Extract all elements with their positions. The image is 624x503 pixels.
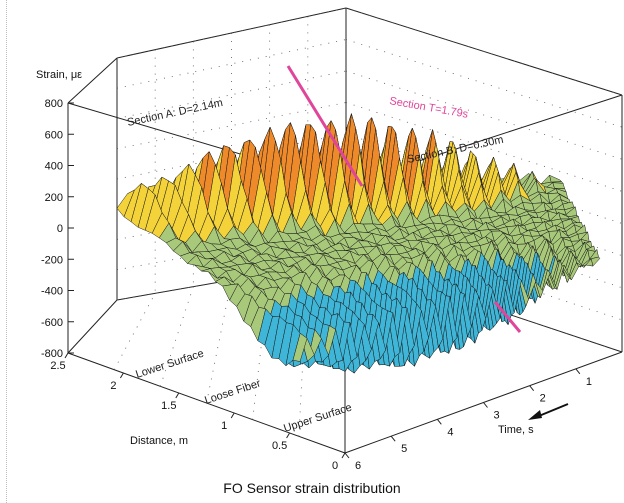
lower-surface-label: Lower Surface bbox=[134, 348, 205, 381]
x-tick-label: 6 bbox=[355, 460, 361, 472]
grid-line bbox=[345, 7, 623, 96]
y-tick-label: 1.5 bbox=[161, 400, 176, 412]
z-tick-label: -400 bbox=[41, 286, 63, 298]
x-tick bbox=[483, 402, 488, 408]
x-tick-label: 5 bbox=[401, 443, 407, 455]
surface-patch bbox=[552, 182, 565, 189]
x-tick bbox=[436, 419, 442, 425]
y-tick bbox=[286, 432, 291, 439]
figure-caption: FO Sensor strain distribution bbox=[223, 480, 401, 496]
grid-line bbox=[345, 102, 623, 192]
grid-line bbox=[116, 39, 347, 89]
y-tick-label: 2.5 bbox=[50, 360, 65, 372]
time-direction-arrow bbox=[528, 403, 569, 420]
x-axis-label: Time, s bbox=[498, 424, 534, 436]
x-tick bbox=[529, 385, 535, 391]
y-tick-label: 0 bbox=[332, 460, 338, 472]
y-tick-label: 2 bbox=[110, 380, 116, 392]
z-tick-label: 600 bbox=[45, 129, 63, 141]
loose-fiber-label: Loose Fiber bbox=[203, 377, 262, 406]
x-tick-label: 3 bbox=[494, 410, 500, 422]
upper-surface-label: Upper Surface bbox=[282, 402, 353, 435]
section-t-line bbox=[286, 65, 364, 187]
z-axis-label: Strain, με bbox=[36, 69, 82, 81]
figure-border bbox=[6, 0, 8, 503]
x-tick-label: 2 bbox=[540, 393, 546, 405]
grid-line bbox=[345, 39, 623, 128]
box-edge bbox=[67, 299, 118, 354]
z-tick-label: -600 bbox=[41, 317, 63, 329]
z-tick-label: 200 bbox=[45, 192, 63, 204]
y-tick-label: 0.5 bbox=[272, 440, 287, 452]
z-tick-label: -200 bbox=[41, 254, 63, 266]
grid-line bbox=[113, 293, 156, 370]
y-tick-label: 1 bbox=[221, 420, 227, 432]
x-tick bbox=[390, 435, 396, 442]
surface-plot bbox=[116, 65, 601, 374]
surface-patch bbox=[549, 174, 563, 183]
y-tick bbox=[119, 372, 124, 379]
y-tick bbox=[230, 412, 235, 419]
grid-line bbox=[252, 273, 271, 420]
z-tick-label: -800 bbox=[41, 348, 63, 360]
z-tick-label: 400 bbox=[45, 161, 63, 173]
section-a-label: Section A: D=2.14m bbox=[126, 97, 224, 129]
z-tick-label: 800 bbox=[45, 98, 63, 110]
x-tick bbox=[344, 452, 350, 459]
section-t-line bbox=[493, 301, 522, 333]
section-t-label: Section T=1.79s bbox=[388, 95, 469, 121]
grid-line bbox=[345, 70, 623, 160]
y-tick bbox=[175, 392, 180, 399]
box-edge bbox=[67, 57, 118, 104]
surface-patch bbox=[292, 332, 308, 362]
x-tick-label: 1 bbox=[586, 376, 592, 388]
x-tick-label: 4 bbox=[447, 426, 453, 438]
y-tick bbox=[341, 452, 346, 459]
y-axis-label: Distance, m bbox=[130, 435, 188, 447]
z-tick-label: 0 bbox=[57, 223, 63, 235]
y-tick bbox=[64, 352, 69, 359]
x-tick bbox=[575, 368, 581, 375]
grid-line bbox=[206, 279, 232, 404]
